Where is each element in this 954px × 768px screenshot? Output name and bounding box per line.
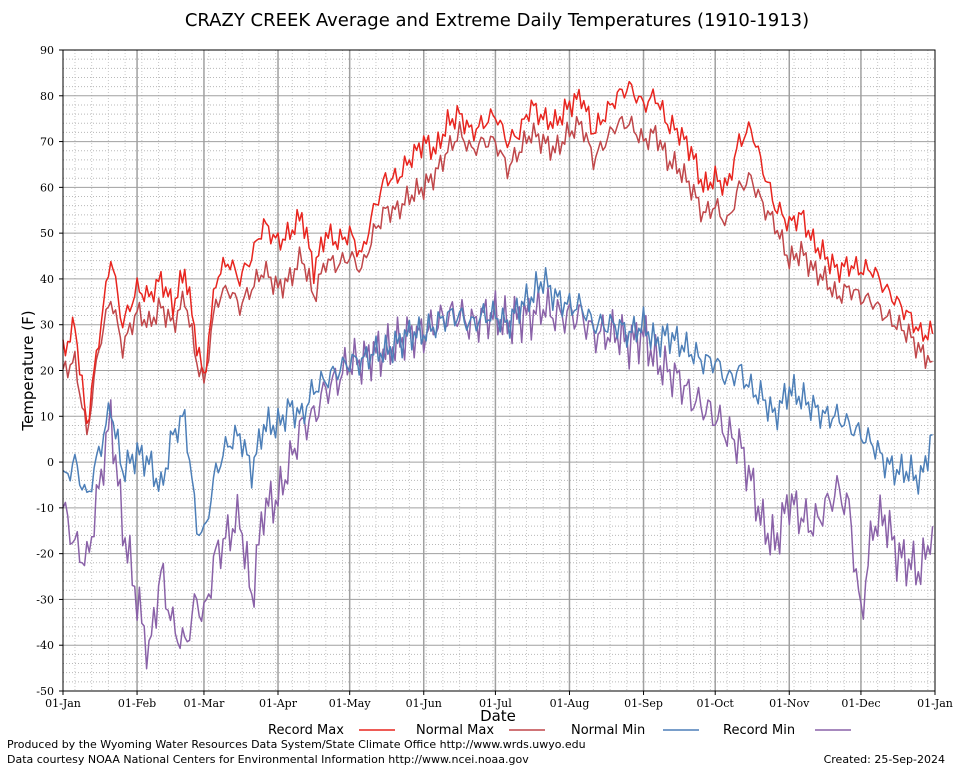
footer-created-date: Created: 25-Sep-2024: [823, 753, 945, 766]
legend-label: Normal Max: [416, 723, 494, 738]
series-line-record-max: [62, 80, 934, 425]
x-tick-label: 01-Sep: [624, 697, 663, 710]
x-tick-label: 01-Dec: [841, 697, 880, 710]
y-tick-label: 90: [40, 44, 54, 57]
x-tick-label: 01-May: [329, 697, 372, 710]
series-lines: [62, 80, 934, 670]
y-tick-label: 20: [40, 365, 54, 378]
x-tick-label: 01-Apr: [259, 697, 298, 710]
y-tick-label: 40: [40, 273, 54, 286]
x-axis-ticks: 01-Jan 01-Feb 01-Mar 01-Apr 01-May 01-Jun 01-J…: [45, 691, 953, 710]
x-tick-label: 01-Mar: [184, 697, 226, 710]
y-tick-label: -40: [36, 639, 54, 652]
x-tick-label: 01-Jan: [917, 697, 953, 710]
series-line-normal-min: [62, 266, 933, 537]
series-line-record-min: [62, 286, 934, 670]
series-line-normal-max: [62, 115, 933, 436]
x-tick-label: 01-Jan: [45, 697, 81, 710]
y-tick-label: -30: [36, 593, 54, 606]
y-tick-label: -10: [36, 502, 54, 515]
y-tick-label: -50: [36, 685, 54, 698]
x-tick-label: 01-Oct: [697, 697, 735, 710]
x-tick-label: 01-Nov: [769, 697, 810, 710]
x-tick-label: 01-Feb: [118, 697, 156, 710]
x-axis-label: Date: [480, 707, 516, 725]
x-tick-label: 01-Jun: [406, 697, 442, 710]
legend-label: Record Max: [268, 723, 344, 738]
legend-label: Normal Min: [571, 723, 645, 738]
y-tick-label: 50: [40, 227, 54, 240]
y-tick-label: 30: [40, 319, 54, 332]
legend-label: Record Min: [723, 723, 795, 738]
x-tick-label: 01-Jul: [479, 697, 512, 710]
legend: Record Max Normal Max Normal Min Record Min: [268, 723, 851, 738]
chart-title: CRAZY CREEK Average and Extreme Daily Te…: [185, 10, 809, 31]
y-tick-label: 70: [40, 136, 54, 149]
y-tick-label: 80: [40, 90, 54, 103]
y-axis-ticks: 90 80 70 60 50 40 30 20 10 0 -10 -20 -30 -40 -50: [36, 44, 63, 698]
y-axis-label: Temperature (F): [19, 310, 37, 431]
y-tick-label: 0: [47, 456, 54, 469]
major-grid: [63, 50, 935, 691]
footer-producer-note: Produced by the Wyoming Water Resources …: [7, 738, 586, 751]
x-tick-label: 01-Aug: [550, 697, 590, 710]
footer-data-note: Data courtesy NOAA National Centers for …: [7, 753, 529, 766]
y-tick-label: 60: [40, 181, 54, 194]
y-tick-label: 10: [40, 410, 54, 423]
y-tick-label: -20: [36, 548, 54, 561]
